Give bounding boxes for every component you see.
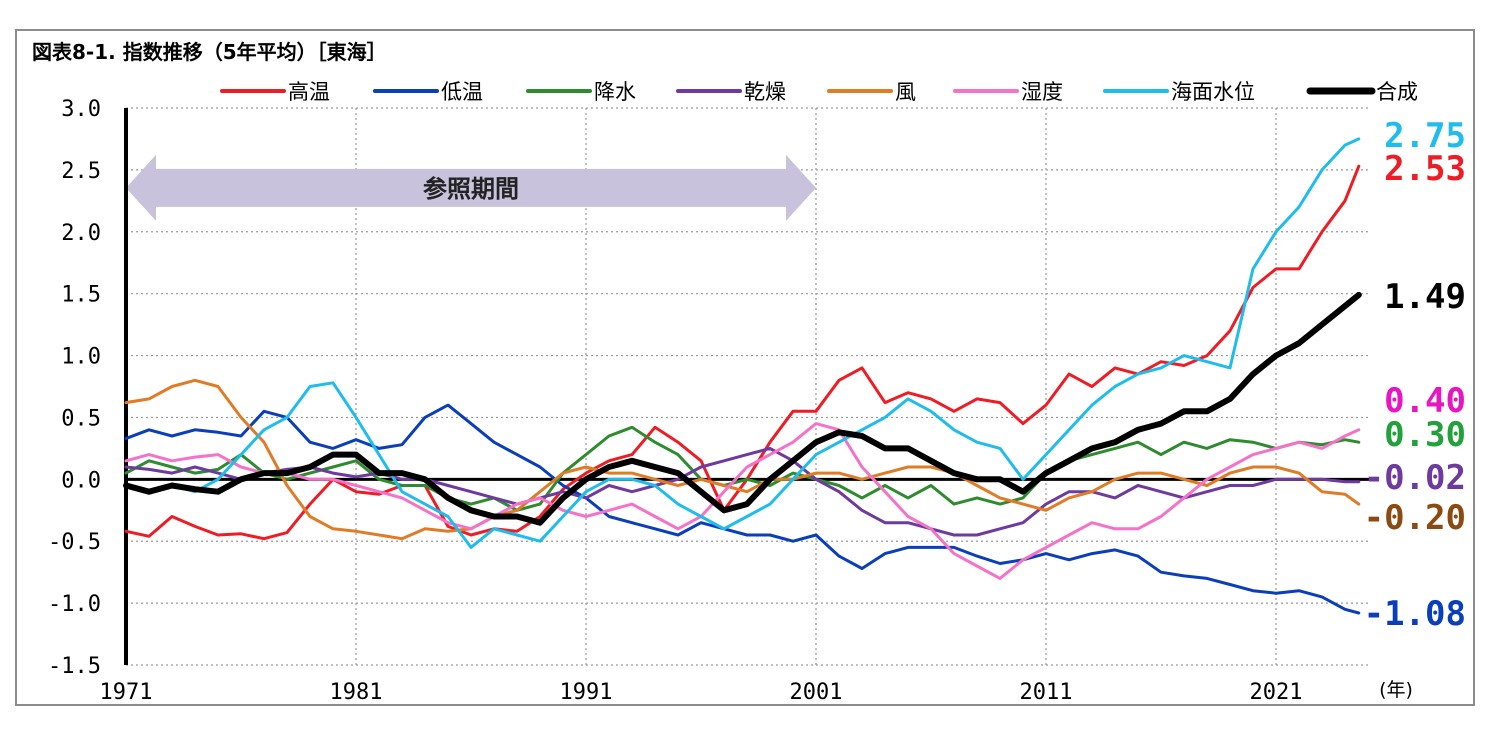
legend-label: 降水 [594,80,636,104]
x-axis-unit: (年) [1379,679,1413,701]
series-line-高温 [124,164,1361,541]
chart-frame [15,29,1475,706]
y-tick-label: 3.0 [61,97,101,122]
x-tick-label: 1981 [330,680,383,705]
end-label-海面水位: 2.75 [1384,116,1466,156]
y-tick-label: -1.5 [48,654,101,679]
reference-period-band [126,154,816,221]
series-line-風 [124,378,1361,541]
legend-label: 低温 [441,80,483,104]
legend-label: 高温 [288,80,330,104]
y-tick-label: 1.5 [61,283,101,308]
series-line-海面水位 [124,137,1361,549]
series-line-乾燥 [124,446,1361,537]
series-line-合成 [123,291,1362,526]
y-tick-label: -1.0 [48,592,101,617]
x-tick-label: 2001 [790,680,843,705]
y-tick-labels: 3.0 2.5 2.0 1.5 1.0 0.5 0.0 -0.5 -1.0 -1.5 [48,97,101,679]
legend-label: 合成 [1376,80,1418,104]
end-label-乾燥: -0.02 [1364,458,1466,498]
x-tick-labels: 1971 1981 1991 2001 2011 2021 (年) [100,679,1413,705]
y-tick-label: -0.5 [48,530,101,555]
x-tick-label: 1991 [560,680,613,705]
series-line-降水 [124,425,1361,512]
series-line-湿度 [124,422,1361,580]
reference-period-label: 参照期間 [423,175,519,203]
end-label-低温: -1.08 [1364,594,1466,634]
x-tick-label: 2011 [1020,680,1073,705]
end-value-labels: 2.53 -1.08 0.30-0.02-0.20 0.40 2.75 1.49 [1364,116,1466,634]
legend-label: 乾燥 [744,80,786,104]
y-tick-label: 2.5 [61,159,101,184]
end-label-湿度: 0.40 [1384,381,1466,421]
legend-label: 海面水位 [1171,80,1255,104]
end-label-合成: 1.49 [1384,277,1466,317]
end-label-降水: 0.30 [1384,415,1466,455]
series-lines [123,137,1362,615]
reference-period-arrow: 参照期間 [126,154,816,221]
x-tick-label: 1971 [100,680,153,705]
y-tick-label: 0.0 [61,468,101,493]
x-tick-label: 2021 [1250,680,1303,705]
legend-label: 風 [895,80,916,104]
end-label-高温: 2.53 [1384,149,1466,189]
chart-title: 図表8-1. 指数推移（5年平均）［東海］ [32,40,387,64]
y-tick-label: 1.0 [61,345,101,370]
end-label-風: -0.20 [1364,498,1466,538]
series-line-低温 [124,403,1361,615]
y-tick-label: 2.0 [61,221,101,246]
y-tick-label: 0.5 [61,406,101,431]
legend-label: 湿度 [1021,80,1063,104]
legend: 高温 低温 降水 乾燥 風 湿度 海面水位 合成 [220,80,1418,104]
